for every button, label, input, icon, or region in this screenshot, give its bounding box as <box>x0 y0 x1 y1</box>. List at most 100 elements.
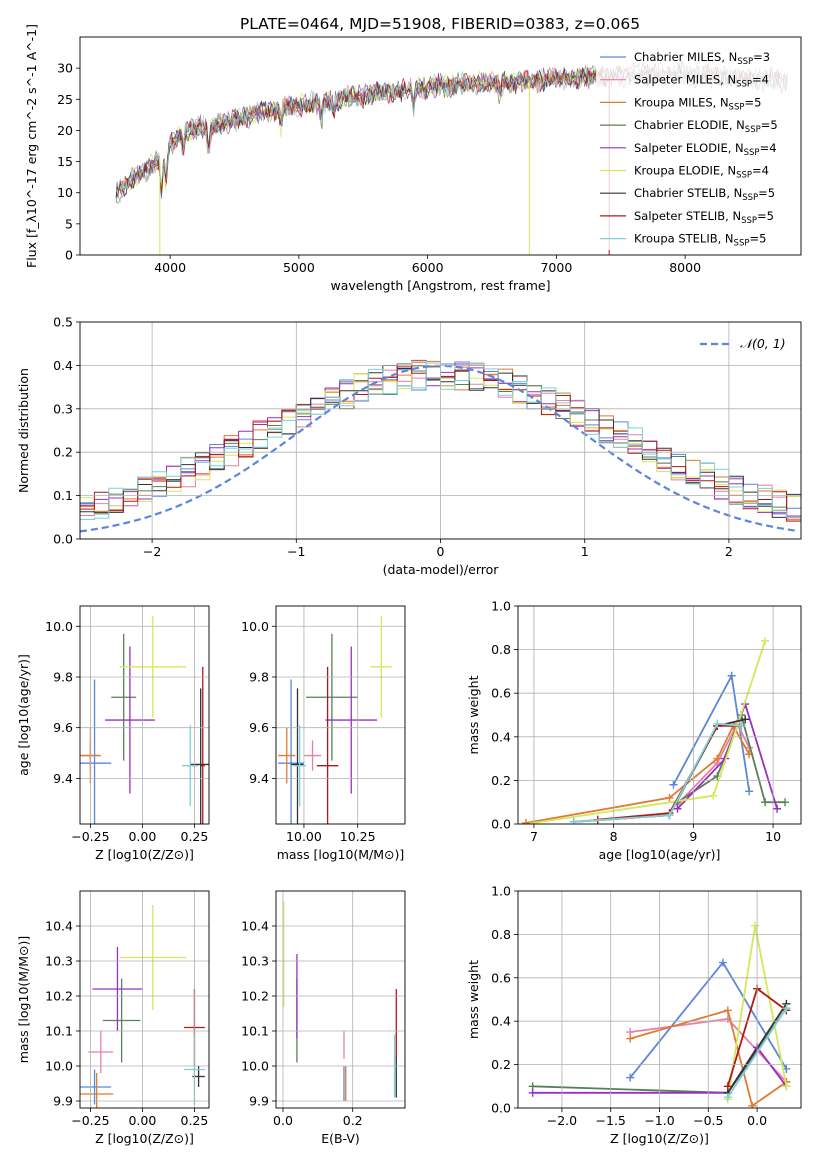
y-tick-label: 10.2 <box>45 989 73 1004</box>
x-tick-label: −1.5 <box>596 1113 626 1128</box>
legend-sub: SSP <box>737 57 753 67</box>
legend-tail: =5 <box>757 209 774 223</box>
y-tick-label: 10.4 <box>241 919 269 934</box>
x-tick-label: 0.25 <box>181 1113 209 1128</box>
axes-frame <box>517 605 802 825</box>
plot-area <box>276 606 405 824</box>
weight-marker <box>781 798 790 807</box>
y-tick-label: 10.3 <box>241 954 269 969</box>
y-axis-label: mass weight <box>466 675 481 754</box>
y-tick-label: 0.6 <box>491 970 511 985</box>
x-tick-label: 0.25 <box>181 829 209 844</box>
y-axis-label: mass weight <box>466 960 481 1039</box>
legend-tail: =5 <box>744 95 761 109</box>
x-tick-label: 8 <box>610 829 618 844</box>
y-tick-label: 0.1 <box>53 488 73 503</box>
y-tick-label: 9.8 <box>53 669 73 684</box>
legend-entry: Salpeter STELIB, NSSP=5 <box>634 209 774 226</box>
weight-marker <box>782 1082 791 1091</box>
x-tick-label: −0.25 <box>71 829 109 844</box>
weight-marker <box>626 1034 635 1043</box>
y-tick-label: 10 <box>57 185 73 200</box>
x-tick-label: 7000 <box>540 260 572 275</box>
x-tick-label: −2 <box>143 544 161 559</box>
legend-sub: SSP <box>742 193 758 203</box>
weight-marker <box>569 817 578 824</box>
weight-line <box>629 1009 787 1108</box>
weight-marker <box>723 1093 732 1102</box>
x-tick-label: −2.0 <box>547 1113 577 1128</box>
y-tick-label: 5 <box>65 216 73 231</box>
x-tick-label: 6000 <box>412 260 444 275</box>
y-tick-label: 1.0 <box>491 599 511 614</box>
legend-entry: Salpeter ELODIE, NSSP=4 <box>634 141 777 158</box>
weight-marker <box>761 636 770 645</box>
plot-area <box>276 891 405 1108</box>
x-tick-label: 0.0 <box>747 1113 767 1128</box>
panel-spectrum: 4000 5000 6000 7000 8000 0 5 10 15 20 25 30 waveleng… <box>24 24 802 293</box>
x-axis-label: Z [log10(Z/Z⊙)] <box>610 1131 709 1146</box>
x-tick-label: 0.0 <box>273 1113 293 1128</box>
y-tick-label: 0.8 <box>491 927 511 942</box>
panel-weight_vs_Z: −2.0 −1.5 −1.0 −0.5 0.0 0.0 0.2 0.4 0.6 0.8 1.0 Z [… <box>466 884 802 1146</box>
gaussian-curve <box>80 364 799 533</box>
y-tick-label: 9.9 <box>249 1094 269 1109</box>
x-tick-label: 10.25 <box>340 829 376 844</box>
y-tick-label: 0.5 <box>53 315 73 330</box>
legend: 𝒩(0, 1) <box>700 336 786 351</box>
weight-marker <box>718 958 727 967</box>
legend-entry: Chabrier STELIB, NSSP=5 <box>634 186 775 203</box>
weight-marker <box>751 921 760 930</box>
weight-marker <box>713 719 722 728</box>
legend-sub: SSP <box>745 125 761 135</box>
y-tick-label: 9.6 <box>249 720 269 735</box>
weight-marker <box>761 798 770 807</box>
y-tick-label: 10.1 <box>241 1024 269 1039</box>
x-axis-label: E(B-V) <box>321 1131 360 1146</box>
x-tick-label: −1 <box>287 544 305 559</box>
x-tick-label: 1 <box>581 544 589 559</box>
legend-sub: SSP <box>744 148 760 158</box>
weight-marker <box>665 811 674 820</box>
y-tick-label: 10.3 <box>45 954 73 969</box>
y-tick-label: 9.8 <box>249 669 269 684</box>
axes-frame <box>79 36 802 256</box>
legend-sub: SSP <box>736 80 752 90</box>
x-axis-label: Z [log10(Z/Z⊙)] <box>95 847 194 862</box>
weight-marker <box>669 780 678 789</box>
y-tick-label: 10.0 <box>241 1059 269 1074</box>
y-tick-label: 10.0 <box>241 619 269 634</box>
weight-marker <box>626 1073 635 1082</box>
y-axis-label: Flux [f_λ10^-17 erg cm^-2 s^-1 A^-1] <box>24 24 39 268</box>
legend-sub: SSP <box>734 239 750 249</box>
y-tick-label: 25 <box>57 92 73 107</box>
x-tick-label: 0 <box>437 544 445 559</box>
y-tick-label: 0.4 <box>491 1014 511 1029</box>
axes-frame <box>275 605 406 825</box>
panel-age_vs_Z: −0.25 0.00 0.25 9.4 9.6 9.8 10.0 Z [log10(Z/Z⊙)… <box>16 605 210 862</box>
weight-marker <box>727 671 736 680</box>
y-tick-label: 9.4 <box>249 771 269 786</box>
x-axis-label: (data-model)/error <box>383 562 500 577</box>
y-tick-label: 10.0 <box>45 619 73 634</box>
axes-frame <box>275 890 406 1109</box>
panel-mass_vs_EBV: 0.0 0.2 9.9 10.0 10.1 10.2 10.3 10.4 E(B-V) <box>241 890 406 1146</box>
y-tick-label: 0.2 <box>491 773 511 788</box>
y-axis-label: mass [log10(M/M⊙)] <box>16 936 31 1064</box>
weight-marker <box>713 754 722 763</box>
x-axis-label: age [log10(age/yr)] <box>599 847 721 862</box>
y-axis-label: Normed distribution <box>16 368 31 493</box>
x-tick-label: 4000 <box>154 260 186 275</box>
x-tick-label: 10.00 <box>286 829 322 844</box>
y-tick-label: 1.0 <box>491 884 511 899</box>
weight-marker <box>737 721 746 730</box>
legend-tail: =3 <box>753 50 770 64</box>
weight-marker <box>748 1101 757 1108</box>
legend-tail: =4 <box>752 73 769 87</box>
panel-age_vs_mass: 10.00 10.25 9.4 9.6 9.8 10.0 mass [log10(M/M⊙)… <box>241 605 406 862</box>
y-tick-label: 9.6 <box>53 720 73 735</box>
axes-frame <box>79 605 210 825</box>
legend-box <box>596 42 796 250</box>
weight-line <box>597 725 742 821</box>
